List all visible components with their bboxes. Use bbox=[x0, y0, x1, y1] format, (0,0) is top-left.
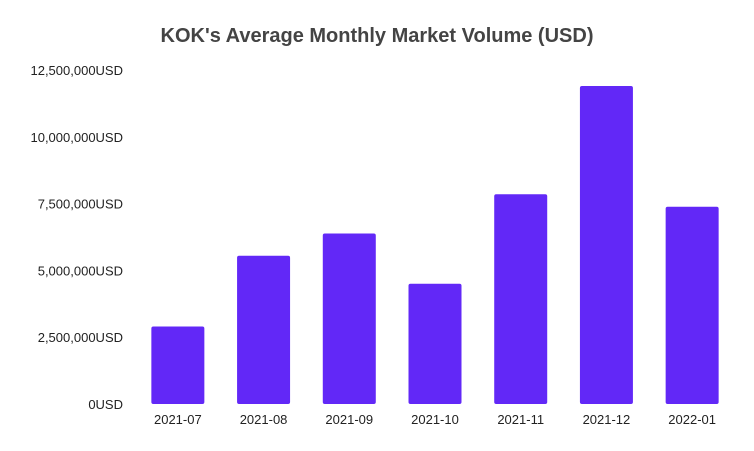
bar-2022-01 bbox=[665, 206, 719, 404]
chart-title: KOK's Average Monthly Market Volume (USD… bbox=[161, 25, 594, 47]
bar-2021-07 bbox=[151, 326, 205, 404]
bars-group bbox=[151, 86, 719, 405]
y-tick-label: 7,500,000USD bbox=[38, 197, 123, 212]
bar-2021-12 bbox=[579, 86, 633, 405]
y-axis: 0USD 2,500,000USD 5,000,000USD 7,500,000USD… bbox=[30, 63, 123, 412]
y-tick-label: 10,000,000USD bbox=[30, 130, 123, 145]
x-tick-label: 2021-10 bbox=[411, 412, 459, 427]
bar-2021-11 bbox=[494, 194, 548, 404]
bar-2021-10 bbox=[408, 283, 462, 404]
y-tick-label: 12,500,000USD bbox=[30, 63, 123, 78]
bar-2021-09 bbox=[322, 233, 376, 404]
x-tick-label: 2021-08 bbox=[240, 412, 288, 427]
bar-2021-08 bbox=[237, 255, 291, 404]
y-tick-label: 5,000,000USD bbox=[38, 263, 123, 278]
x-tick-label: 2022-01 bbox=[668, 412, 716, 427]
x-tick-label: 2021-11 bbox=[497, 412, 544, 427]
y-tick-label: 0USD bbox=[88, 397, 123, 412]
x-tick-label: 2021-07 bbox=[154, 412, 202, 427]
x-axis: 2021-07 2021-08 2021-09 2021-10 2021-11 2021-… bbox=[154, 412, 716, 427]
x-tick-label: 2021-12 bbox=[583, 412, 631, 427]
y-tick-label: 2,500,000USD bbox=[38, 330, 123, 345]
x-tick-label: 2021-09 bbox=[325, 412, 373, 427]
